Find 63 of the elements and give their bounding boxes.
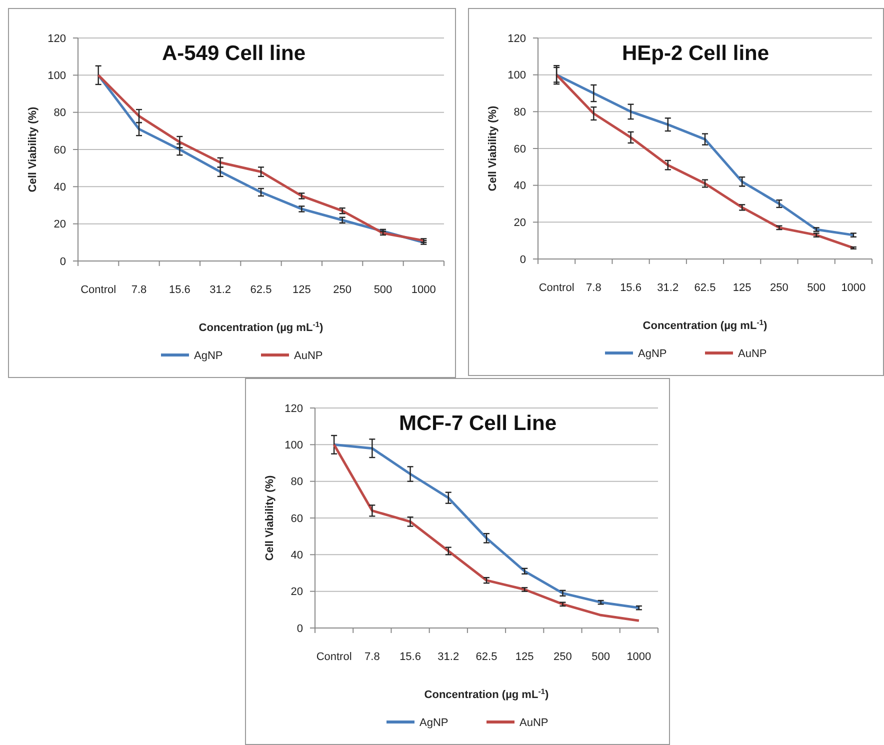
x-tick-label: 500 (592, 651, 610, 663)
y-tick-label: 100 (284, 440, 303, 452)
x-axis-title: Concentration (µg mL$^{-1}$) (198, 320, 324, 334)
y-axis-title: Cell Viability (%) (264, 474, 276, 561)
y-tick-label: 40 (54, 182, 66, 194)
x-tick-label: 250 (554, 651, 572, 663)
y-tick-label: 120 (508, 32, 526, 45)
x-tick-label: 7.8 (586, 282, 602, 294)
legend-label: AgNP (638, 348, 667, 360)
x-tick-label: 15.6 (620, 282, 642, 294)
y-tick-label: 0 (520, 254, 526, 266)
x-tick-label: 250 (333, 284, 352, 296)
x-tick-label: 15.6 (400, 651, 421, 663)
x-tick-label: 31.2 (210, 284, 232, 296)
x-tick-label: 250 (770, 282, 788, 294)
x-tick-label: 31.2 (657, 282, 679, 294)
x-tick-label: 500 (807, 282, 826, 294)
y-tick-label: 20 (54, 218, 66, 231)
legend-label: AgNP (420, 716, 448, 729)
y-tick-label: 80 (290, 476, 303, 488)
x-tick-label: Control (316, 651, 352, 663)
legend-label: AuNP (520, 716, 548, 729)
x-tick-label: 7.8 (131, 284, 147, 296)
x-tick-label: 62.5 (694, 282, 716, 294)
x-tick-label: 7.8 (364, 651, 380, 663)
y-tick-label: 0 (60, 256, 66, 268)
legend-label: AuNP (738, 348, 767, 360)
y-tick-label: 120 (284, 402, 303, 415)
legend-label: AuNP (294, 350, 323, 362)
y-tick-label: 100 (508, 70, 526, 82)
y-tick-label: 100 (48, 70, 66, 82)
x-tick-label: 500 (374, 284, 392, 296)
x-tick-label: 62.5 (476, 651, 498, 663)
x-tick-label: 31.2 (438, 651, 460, 663)
chart-title: MCF-7 Cell Line (399, 412, 557, 435)
x-tick-label: 1000 (841, 282, 866, 294)
y-tick-label: 120 (48, 32, 66, 45)
x-tick-label: 125 (292, 284, 311, 296)
x-axis-title: Concentration (µg mL$^{-1}$) (642, 318, 768, 332)
x-axis-title: Concentration (µg mL$^{-1}$) (424, 686, 550, 701)
y-axis-title: Cell Viability (%) (27, 106, 39, 192)
y-tick-label: 0 (296, 622, 303, 635)
legend-label: AgNP (194, 350, 223, 362)
y-tick-label: 80 (54, 107, 66, 120)
y-tick-label: 40 (514, 180, 526, 192)
y-tick-label: 40 (290, 550, 303, 562)
x-tick-label: 125 (515, 651, 534, 663)
y-tick-label: 80 (514, 106, 526, 119)
y-tick-label: 20 (290, 586, 303, 598)
y-tick-label: 60 (290, 512, 303, 525)
y-tick-label: 60 (54, 144, 66, 156)
x-tick-label: Control (80, 284, 116, 296)
x-tick-label: 125 (732, 282, 752, 294)
y-axis-title: Cell Viability (%) (487, 105, 499, 192)
x-tick-label: 1000 (626, 651, 652, 663)
y-tick-label: 60 (514, 143, 526, 156)
chart-title: A-549 Cell line (162, 42, 306, 65)
x-tick-label: 1000 (411, 284, 436, 296)
x-tick-label: Control (538, 282, 574, 294)
x-tick-label: 62.5 (250, 284, 272, 296)
chart-title: HEp-2 Cell line (622, 42, 770, 65)
x-tick-label: 15.6 (168, 284, 190, 296)
y-tick-label: 20 (514, 217, 526, 230)
